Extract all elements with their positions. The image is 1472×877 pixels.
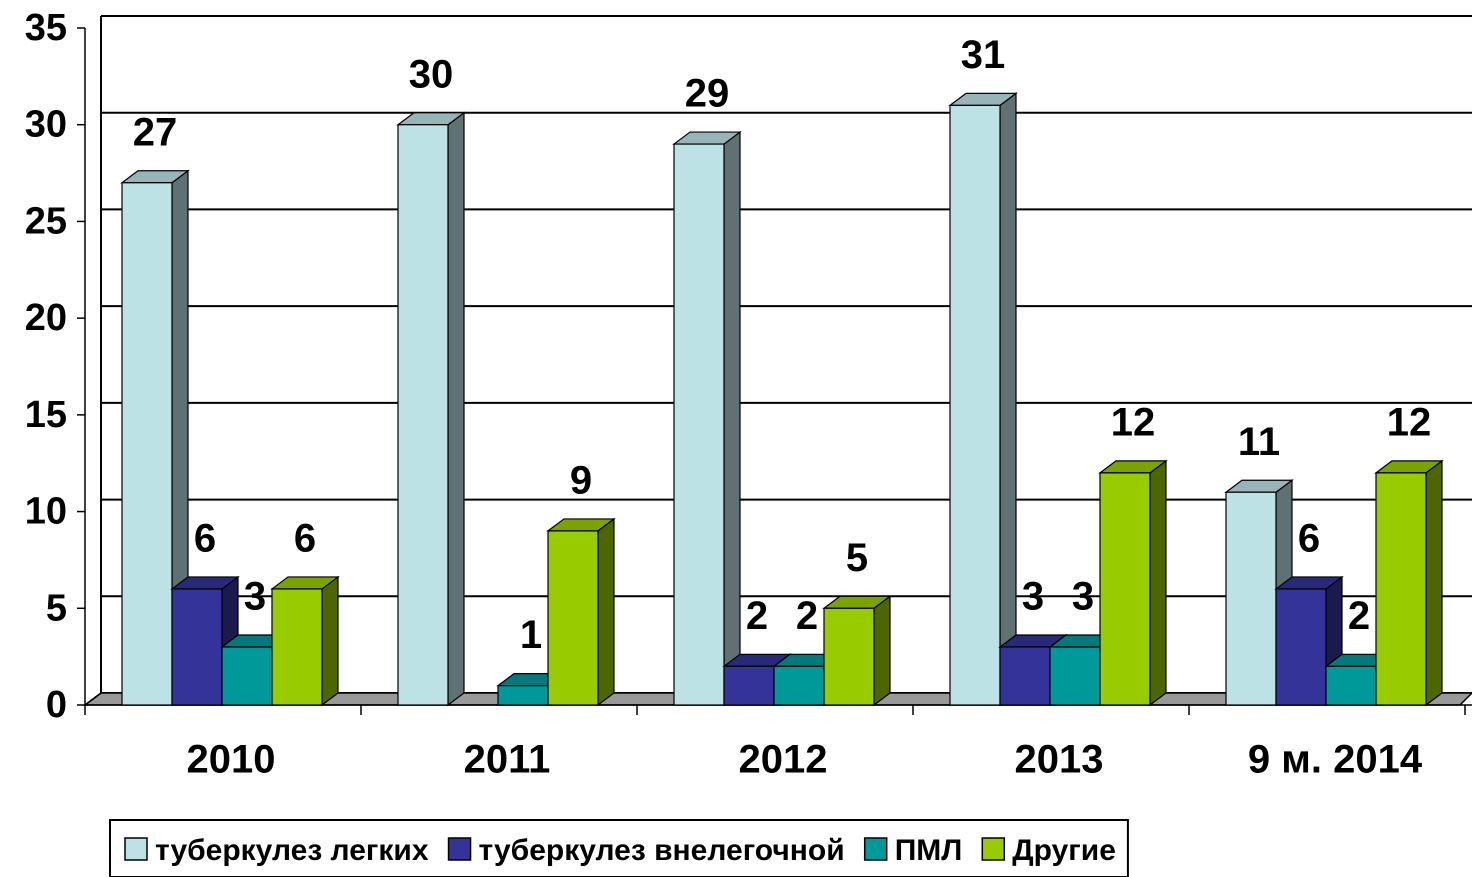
bar-front [547,530,599,706]
bar-front [1225,491,1277,706]
bar-side [723,130,741,707]
bar-front [949,104,1001,706]
bar [1374,459,1444,707]
x-axis-depth [84,692,102,706]
y-tick-label: 20 [25,297,67,339]
data-label: 1 [520,613,542,657]
y-tick-label: 5 [46,587,67,629]
data-label: 12 [1387,400,1432,444]
data-label: 6 [294,517,316,561]
x-tick-label: 2012 [739,738,828,782]
data-label: 3 [1072,575,1094,619]
data-label: 3 [1022,575,1044,619]
legend-box [109,819,1129,877]
bar-front [497,685,549,706]
data-label: 11 [1238,420,1280,464]
bar-front [1375,472,1427,706]
bar [120,169,190,707]
y-tick-label: 15 [25,394,67,436]
bar-side [1425,459,1443,707]
data-label: 27 [133,110,178,154]
x-tick-label: 2011 [464,738,551,782]
bar-front [171,588,223,706]
x-tick-label: 2010 [187,738,276,782]
bar-front [121,182,173,706]
bar-side [447,111,465,707]
bar [672,130,742,707]
bar-front [1099,472,1151,706]
bar [1098,459,1168,707]
bar [822,595,892,707]
bar [948,92,1018,707]
bar-front [773,665,825,706]
data-label: 9 [570,458,592,502]
legend-swatch [447,837,472,861]
data-label: 2 [796,594,818,638]
bar [270,575,340,707]
legend-label: ПМЛ [895,834,963,867]
bar-side [1149,459,1167,707]
bar [546,517,616,707]
y-tick-label: 35 [25,7,67,49]
y-tick-label: 10 [25,491,67,533]
bar-front [1325,665,1377,706]
y-tick-label: 25 [25,200,67,242]
data-label: 12 [1111,400,1156,444]
bar-side [999,92,1017,707]
bar-front [1049,646,1101,706]
data-label: 5 [846,536,868,580]
bar-front [1275,588,1327,706]
legend-label: туберкулез легких [155,834,429,867]
legend-label: Другие [1012,834,1116,867]
bar-front [723,665,775,706]
bar-front [823,607,875,706]
y-tick-label: 30 [25,104,67,146]
legend-swatch [981,837,1006,861]
data-label: 30 [409,52,454,96]
x-tick-label: 2013 [1015,738,1104,782]
data-label: 2 [746,594,768,638]
data-label: 6 [1298,517,1320,561]
legend: туберкулез легких туберкулез внелегочной П… [109,819,1129,877]
bar-front [673,143,725,706]
bar [396,111,466,707]
bar-side [597,517,615,707]
bar-front [221,646,273,706]
bar-front [271,588,323,706]
bar-front [397,124,449,706]
data-label: 2 [1348,594,1370,638]
bar-side [321,575,339,707]
y-tick-label: 0 [46,684,67,726]
data-label: 3 [244,575,266,619]
data-label: 29 [685,72,730,116]
data-label: 31 [961,33,1006,77]
x-tick-label: 9 м. 2014 [1248,738,1423,782]
bar-front [999,646,1051,706]
bar [170,575,240,707]
data-label: 6 [194,517,216,561]
legend-swatch [124,837,148,861]
legend-swatch [863,837,888,861]
bar-side [873,595,891,707]
legend-label: туберкулез внелегочной [479,834,845,867]
